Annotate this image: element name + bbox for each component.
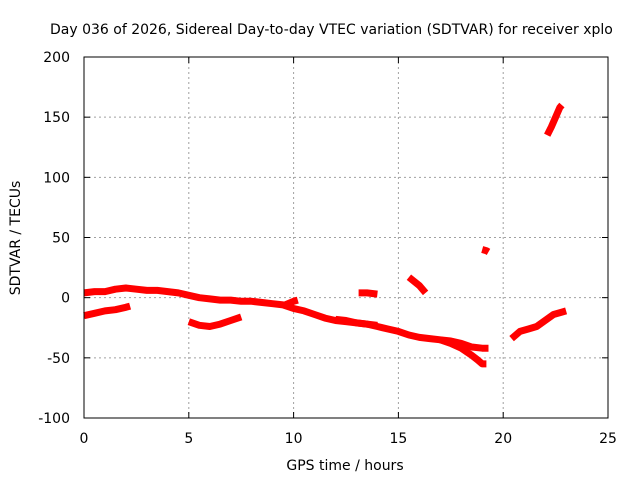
series-arc-7 xyxy=(358,289,378,298)
y-tick-label: 50 xyxy=(52,231,70,247)
series-arc-1 xyxy=(83,284,378,329)
series-arc-4 xyxy=(283,296,299,309)
grid-layer xyxy=(84,57,608,418)
chart-title: Day 036 of 2026, Sidereal Day-to-day VTE… xyxy=(50,22,613,38)
tick-layer xyxy=(83,56,609,419)
x-tick-label: 15 xyxy=(389,431,407,447)
series-arc-6 xyxy=(439,336,487,368)
y-axis-title: SDTVAR / TECUs xyxy=(8,181,24,296)
x-tick-label: 10 xyxy=(285,431,303,447)
series-arc-9 xyxy=(481,246,491,255)
y-tick-label: 200 xyxy=(43,50,70,66)
series-arc-10 xyxy=(509,307,568,342)
x-tick-label: 0 xyxy=(80,431,89,447)
y-tick-label: 100 xyxy=(43,170,70,186)
y-tick-label: 0 xyxy=(61,291,70,307)
x-axis-title: GPS time / hours xyxy=(286,458,403,474)
tick-label-layer: 0 5 10 15 20 25 -100 -50 0 50 100 150 200 xyxy=(38,50,617,447)
series-layer xyxy=(83,102,568,368)
y-tick-label: 150 xyxy=(43,110,70,126)
series-arc-11 xyxy=(544,102,565,137)
y-tick-label: -100 xyxy=(38,411,70,427)
x-tick-label: 20 xyxy=(494,431,512,447)
series-arc-8 xyxy=(406,274,429,296)
series-arc-3 xyxy=(187,313,243,330)
series-arc-2 xyxy=(83,302,132,320)
series-arc-5 xyxy=(335,315,489,352)
x-tick-label: 25 xyxy=(599,431,617,447)
y-tick-label: -50 xyxy=(47,351,70,367)
x-tick-label: 5 xyxy=(184,431,193,447)
